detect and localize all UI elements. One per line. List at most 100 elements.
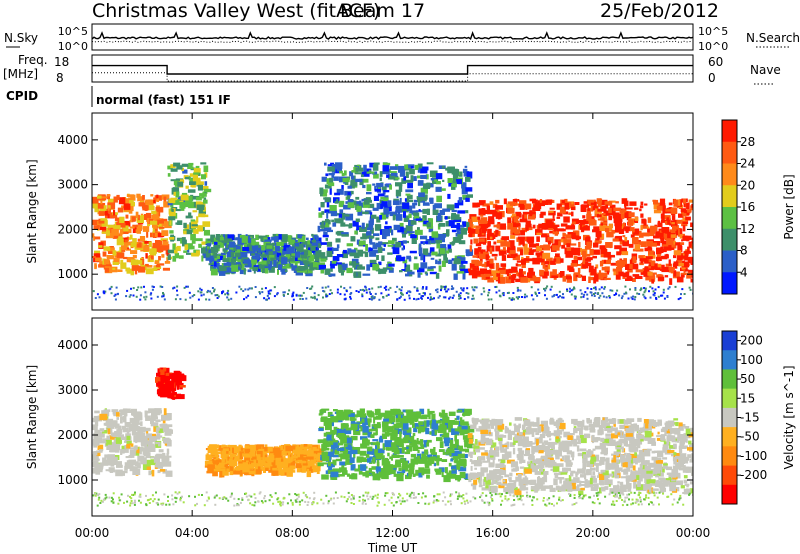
data-cell [167,429,173,434]
data-cell [108,250,114,254]
data-cell [370,214,377,219]
data-cell [673,261,679,266]
data-cell [634,287,637,289]
data-cell [668,269,672,273]
data-cell [633,298,636,301]
data-cell [607,255,612,261]
data-cell [426,222,431,228]
colorbar-segment [722,250,737,273]
data-cell [389,211,397,217]
data-cell [213,468,220,472]
data-cell [608,295,611,297]
data-cell [142,463,150,470]
data-cell [452,174,459,181]
data-cell [482,225,489,229]
data-cell [274,236,279,242]
data-cell [157,462,164,467]
data-cell [387,293,390,296]
data-cell [339,461,346,466]
data-cell [142,457,147,465]
data-cell [145,199,154,205]
data-cell [366,184,372,192]
data-cell [119,246,122,251]
data-cell [161,459,169,463]
data-cell [685,216,691,221]
data-cell [587,469,592,476]
data-cell [183,286,186,289]
data-cell [98,264,105,268]
data-cell [145,452,151,459]
data-cell [532,198,536,204]
data-cell [548,210,556,216]
data-cell [149,220,158,225]
data-cell [434,458,442,462]
data-cell [466,440,469,446]
data-cell [150,415,156,422]
data-cell [341,233,349,237]
data-cell [143,285,145,288]
data-cell [442,179,445,182]
data-cell [423,468,431,474]
data-cell [226,292,229,295]
data-cell [144,205,148,211]
data-cell [338,436,341,440]
data-cell [598,288,601,291]
data-cell [360,436,368,440]
data-cell [171,187,179,195]
data-cell [526,247,530,250]
data-cell [625,229,629,233]
data-cell [179,386,183,390]
data-cell [369,291,371,294]
data-cell [211,287,214,289]
data-cell [155,232,163,238]
data-cell [516,239,520,242]
data-cell [362,472,367,477]
data-cell [336,409,344,417]
data-cell [147,204,152,211]
data-cell [238,245,243,253]
data-cell [482,287,485,290]
data-cell [400,293,403,296]
data-cell [634,244,640,250]
data-cell [369,293,372,295]
data-cell [327,469,335,474]
data-cell [116,412,120,417]
data-cell [490,298,493,301]
data-cell [657,222,663,228]
data-cell [650,225,658,232]
data-cell [417,175,423,179]
data-cell [580,292,583,295]
data-cell [385,447,389,451]
data-cell [176,294,179,297]
data-cell [614,245,622,250]
data-cell [310,296,313,299]
data-cell [106,194,110,200]
data-cell [471,294,474,297]
data-cell [282,249,288,255]
data-cell [236,262,241,265]
data-cell [643,295,646,298]
data-cell [420,296,423,299]
data-cell [113,258,119,262]
data-cell [313,295,316,298]
data-cell [313,235,317,240]
data-cell [438,412,442,417]
data-cell [414,168,419,170]
data-cell [672,225,677,231]
data-cell [431,413,436,420]
data-cell [662,244,669,247]
data-cell [324,209,330,213]
data-cell [146,265,153,268]
data-cell [309,287,312,290]
data-cell [642,232,650,237]
data-cell [259,250,266,257]
data-cell [571,206,576,211]
data-cell [415,298,418,301]
data-cell [509,202,518,206]
data-cell [362,233,370,239]
data-cell [156,198,159,202]
data-cell [552,212,555,219]
data-cell [228,247,234,254]
colorbar-segment [722,228,737,251]
data-cell [588,276,591,283]
